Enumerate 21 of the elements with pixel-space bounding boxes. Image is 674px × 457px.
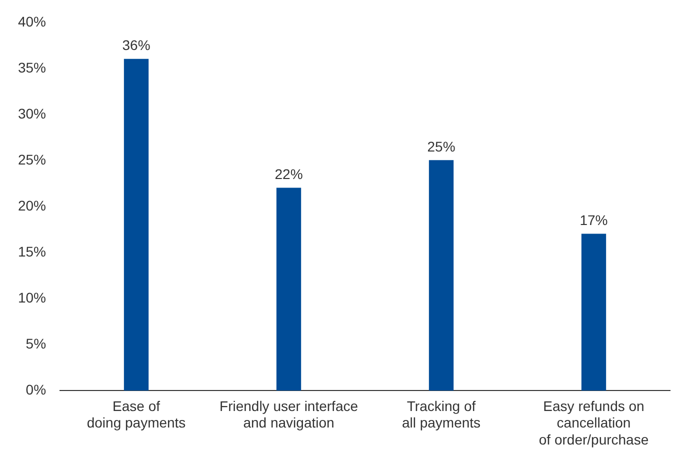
y-tick-label: 5% [26,335,46,352]
y-tick-label: 25% [18,151,46,168]
y-tick-label: 40% [18,13,46,30]
x-tick-label: Tracking of all payments [402,398,481,431]
y-tick-label: 30% [18,105,46,122]
data-label: 25% [427,138,456,154]
data-label: 36% [122,37,150,54]
x-tick-label: Ease of doing payments [86,398,186,431]
y-tick-label: 20% [18,197,46,214]
x-tick-label: Friendly user interface and navigation [220,398,358,431]
x-tick-label: Easy refunds on cancellation of order/purchase [538,398,649,448]
y-tick-label: 35% [18,59,46,76]
bar [428,160,454,391]
data-label: 22% [274,166,303,182]
data-label: 17% [580,212,608,228]
bar [124,58,149,391]
bar [276,188,302,391]
bar [581,234,606,391]
y-tick-label: 0% [26,381,46,398]
y-tick-label: 10% [18,289,46,306]
y-tick-label: 15% [18,243,46,260]
